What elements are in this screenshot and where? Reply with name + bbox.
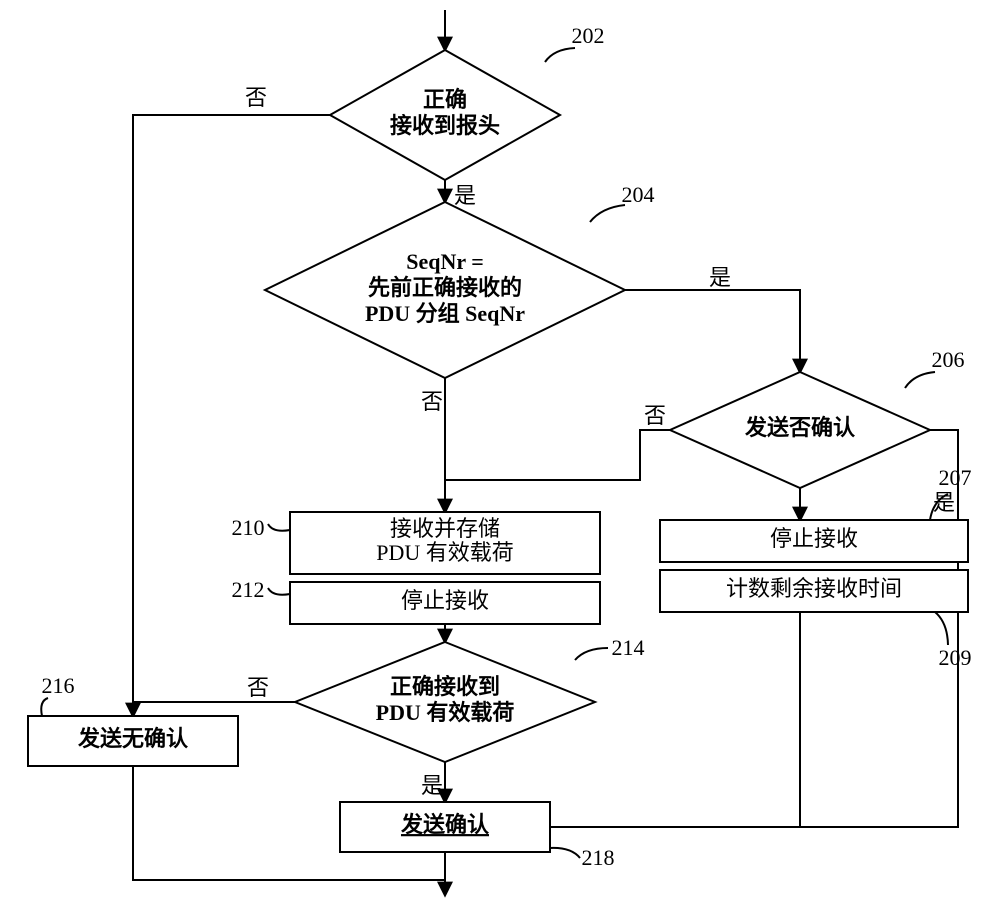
node-d214-line0: 正确接收到 bbox=[390, 674, 500, 699]
node-p210-line1: PDU 有效载荷 bbox=[376, 540, 514, 565]
node-p209-line0: 计数剩余接收时间 bbox=[726, 576, 902, 601]
node-p218: 发送确认 218 bbox=[340, 802, 615, 870]
lead-d202 bbox=[545, 48, 575, 62]
node-d214-line1: PDU 有效载荷 bbox=[376, 700, 515, 725]
ref-d204: 204 bbox=[622, 182, 655, 207]
ref-p207: 207 bbox=[939, 465, 972, 490]
node-d206: 发送否确认 206 bbox=[670, 347, 965, 488]
edge-label-d204_no: 否 bbox=[421, 389, 443, 414]
lead-p218 bbox=[550, 848, 580, 858]
lead-d214 bbox=[575, 648, 608, 660]
node-d202-line1: 接收到报头 bbox=[390, 113, 500, 138]
node-p210: 接收并存储PDU 有效载荷 210 bbox=[232, 512, 601, 574]
edge-label-d202_no: 否 bbox=[245, 85, 267, 110]
edge-d202_no_p216 bbox=[133, 115, 330, 716]
node-p218-line0: 发送确认 bbox=[400, 812, 489, 837]
edge-label-d214_yes: 是 bbox=[421, 773, 443, 798]
node-p209: 计数剩余接收时间 209 bbox=[660, 570, 972, 670]
lead-d204 bbox=[590, 205, 625, 222]
edge-label-d206_yes: 是 bbox=[933, 490, 955, 515]
node-d204-line0: SeqNr = bbox=[406, 249, 484, 274]
edge-label-d202_yes: 是 bbox=[454, 183, 476, 208]
lead-p209 bbox=[935, 612, 948, 645]
node-d202: 正确接收到报头 202 bbox=[330, 23, 605, 180]
node-d214: 正确接收到PDU 有效载荷 214 bbox=[295, 635, 645, 762]
lead-p216 bbox=[41, 698, 48, 716]
node-d204-line2: PDU 分组 SeqNr bbox=[365, 301, 525, 326]
lead-d206 bbox=[905, 372, 935, 388]
edge-d206_no bbox=[445, 430, 670, 480]
ref-p212: 212 bbox=[232, 577, 265, 602]
ref-p209: 209 bbox=[939, 645, 972, 670]
edge-label-d214_no: 否 bbox=[247, 675, 269, 700]
node-d206-line0: 发送否确认 bbox=[744, 415, 855, 440]
node-p212: 停止接收 212 bbox=[232, 577, 601, 624]
ref-d206: 206 bbox=[932, 347, 965, 372]
node-d202-line0: 正确 bbox=[423, 87, 467, 112]
ref-d202: 202 bbox=[572, 23, 605, 48]
flowchart: 正确接收到报头 202 SeqNr =先前正确接收的PDU 分组 SeqNr 204 发… bbox=[0, 0, 1000, 902]
node-d204-line1: 先前正确接收的 bbox=[368, 275, 522, 300]
lead-p212 bbox=[268, 588, 290, 595]
node-p212-line0: 停止接收 bbox=[401, 588, 489, 613]
node-p216-line0: 发送无确认 bbox=[77, 726, 188, 751]
node-p210-line0: 接收并存储 bbox=[390, 516, 500, 541]
edge-d206_yes2 bbox=[550, 430, 958, 827]
edge-label-d204_yes: 是 bbox=[709, 265, 731, 290]
node-p207-line0: 停止接收 bbox=[770, 526, 858, 551]
ref-p210: 210 bbox=[232, 515, 265, 540]
ref-p218: 218 bbox=[582, 845, 615, 870]
lead-p210 bbox=[268, 524, 290, 531]
ref-d214: 214 bbox=[612, 635, 645, 660]
node-d204: SeqNr =先前正确接收的PDU 分组 SeqNr 204 bbox=[265, 182, 655, 378]
ref-p216: 216 bbox=[42, 673, 75, 698]
edge-d204_d206 bbox=[625, 290, 800, 372]
edge-label-d206_no: 否 bbox=[644, 403, 666, 428]
